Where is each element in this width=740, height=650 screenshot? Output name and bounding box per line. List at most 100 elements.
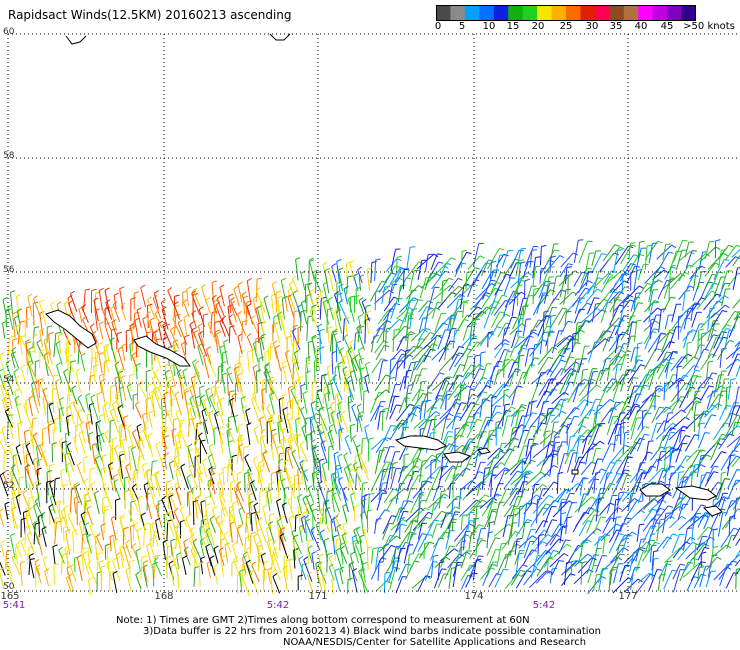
wind-barb-flag [548,356,554,360]
wind-barb-flag [115,394,120,399]
wind-barb [622,285,640,304]
wind-barb [298,559,307,580]
wind-barb-flag [588,382,594,384]
wind-barb [628,364,641,383]
wind-barb-flag [581,425,587,429]
wind-barb-flag [6,549,12,552]
wind-barb-flag [11,506,16,511]
wind-barb [508,262,517,279]
wind-barb [606,364,611,381]
wind-barb-flag [290,371,296,375]
wind-barb-flag [205,543,211,548]
wind-barb-flag [548,369,553,373]
wind-barb [507,522,513,546]
wind-barb [504,459,522,475]
wind-barb [141,465,146,480]
wind-barb [630,569,635,590]
wind-barb [28,509,34,526]
wind-barb [494,272,502,287]
wind-barb [509,371,515,387]
wind-barb [283,488,286,511]
wind-barb [253,429,259,444]
wind-barb-flag [99,414,105,417]
wind-barb [199,540,205,556]
wind-barb-flag [464,300,470,302]
wind-barb [645,363,661,383]
wind-barb [595,555,603,573]
wind-barb-flag [418,474,424,477]
wind-barb [502,515,509,538]
wind-barb [321,576,327,594]
wind-barb-flag [525,473,531,475]
wind-barb-flag [487,331,494,334]
wind-barb [288,387,292,410]
wind-barb-flag [169,326,175,331]
wind-barb [29,427,34,447]
wind-barb [508,496,518,519]
wind-barb-flag [347,346,353,351]
wind-barb [577,285,593,304]
wind-barb [640,369,651,392]
wind-barb [291,398,294,421]
wind-barb [494,255,501,278]
wind-barb-flag [264,350,270,353]
wind-barb [465,433,479,448]
wind-barb-flag [98,342,104,345]
wind-barb-flag [198,322,203,327]
wind-barb [333,311,338,331]
wind-barb-flag [433,554,439,557]
wind-barb [532,289,535,305]
wind-barb-flag [427,392,433,394]
wind-barb-flag [63,483,69,487]
wind-barb-flag [238,434,244,437]
wind-barb [550,437,556,456]
wind-barb-flag [72,529,78,532]
wind-barb [15,378,23,395]
wind-barb-flag [400,284,406,287]
wind-barb [529,413,541,429]
wind-barb [412,480,428,499]
wind-barb [511,386,517,406]
wind-barb-flag [517,538,523,540]
wind-barb [109,340,117,363]
wind-barb [406,533,412,554]
wind-barb-flag [448,413,454,417]
wind-barb [390,463,394,480]
wind-barb [462,487,474,501]
wind-barb-flag [331,487,336,491]
wind-barb [128,327,140,350]
wind-barb [466,389,471,411]
wind-barb-flag [52,427,58,430]
wind-barb [100,470,105,490]
wind-barb-flag [229,390,235,393]
wind-barb-flag [582,478,589,480]
wind-barb [175,527,178,550]
wind-barb [554,337,566,348]
wind-barb-flag [70,563,76,568]
wind-barb-flag [267,346,273,349]
wind-barb [85,423,90,444]
wind-barb-flag [56,362,61,366]
wind-barb-flag [237,333,243,337]
wind-barb [23,405,33,428]
wind-barb [577,557,593,574]
wind-barb-flag [238,524,244,527]
wind-barb [208,446,217,468]
wind-barb-flag [168,492,174,495]
wind-barb-flag [25,463,30,468]
wind-barb-flag [219,397,225,401]
wind-barb-flag [506,409,512,412]
wind-barb-flag [119,286,125,290]
wind-barb [490,311,501,328]
wind-barb-flag [208,453,213,458]
wind-barb [337,403,342,423]
wind-barb [355,468,362,491]
wind-barb-flag [332,328,338,333]
wind-barb-flag [368,437,374,440]
wind-barb-flag [147,296,152,301]
wind-barb [327,299,334,320]
wind-barb-flag [466,551,471,555]
wind-barb-flag [174,455,179,459]
wind-barb-flag [324,386,330,389]
wind-barb [509,490,519,506]
